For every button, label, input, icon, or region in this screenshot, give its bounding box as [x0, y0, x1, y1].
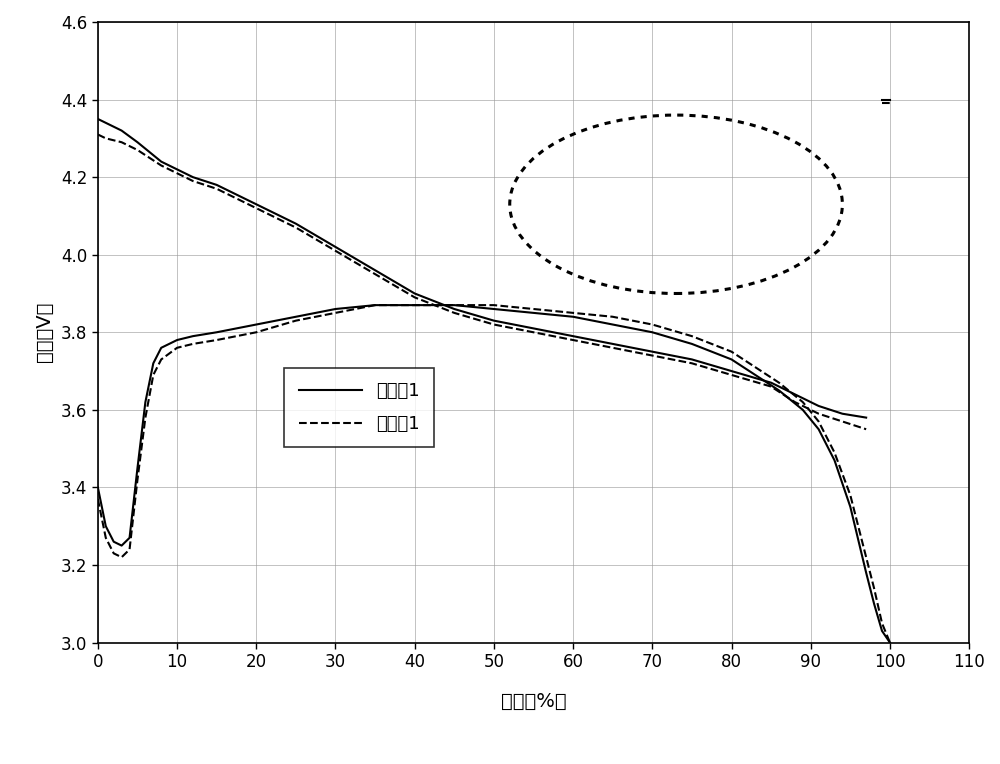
制备例1	[813, 410, 825, 419]
比较例1	[836, 410, 848, 419]
制备例1	[646, 351, 658, 360]
比较例1	[726, 367, 738, 376]
比较例1	[607, 339, 619, 348]
制备例1	[100, 134, 112, 143]
制备例1	[686, 359, 698, 368]
比较例1	[448, 304, 460, 313]
制备例1	[131, 145, 143, 154]
制备例1	[187, 176, 199, 186]
比较例1	[567, 332, 579, 341]
比较例1	[329, 242, 341, 251]
比较例1	[155, 157, 167, 167]
比较例1	[488, 316, 500, 325]
制备例1	[726, 371, 738, 380]
制备例1	[765, 382, 777, 391]
Legend: 比较例1, 制备例1: 比较例1, 制备例1	[284, 368, 434, 448]
制备例1	[836, 417, 848, 426]
制备例1	[527, 328, 539, 337]
比较例1	[813, 401, 825, 410]
比较例1	[686, 354, 698, 364]
比较例1	[187, 173, 199, 182]
制备例1	[488, 320, 500, 329]
比较例1	[527, 324, 539, 333]
比较例1	[646, 347, 658, 356]
Line: 制备例1: 制备例1	[98, 134, 866, 429]
比较例1	[116, 126, 128, 135]
比较例1	[100, 118, 112, 128]
Y-axis label: 容量（V）: 容量（V）	[35, 302, 54, 362]
比较例1	[369, 266, 381, 275]
制备例1	[789, 397, 801, 406]
制备例1	[607, 343, 619, 352]
比较例1	[789, 390, 801, 399]
制备例1	[409, 293, 421, 302]
比较例1	[290, 219, 302, 228]
制备例1	[448, 309, 460, 318]
比较例1	[211, 180, 223, 189]
Line: 比较例1: 比较例1	[98, 119, 866, 418]
制备例1	[155, 161, 167, 170]
比较例1	[860, 413, 872, 422]
比较例1	[92, 115, 104, 124]
制备例1	[369, 270, 381, 279]
比较例1	[250, 199, 262, 209]
制备例1	[860, 425, 872, 434]
X-axis label: 电压（%）: 电压（%）	[501, 691, 566, 711]
比较例1	[765, 378, 777, 387]
制备例1	[290, 223, 302, 232]
制备例1	[92, 130, 104, 139]
制备例1	[329, 246, 341, 255]
制备例1	[250, 203, 262, 212]
制备例1	[116, 138, 128, 147]
比较例1	[409, 289, 421, 298]
制备例1	[567, 335, 579, 345]
制备例1	[211, 184, 223, 193]
比较例1	[131, 138, 143, 147]
